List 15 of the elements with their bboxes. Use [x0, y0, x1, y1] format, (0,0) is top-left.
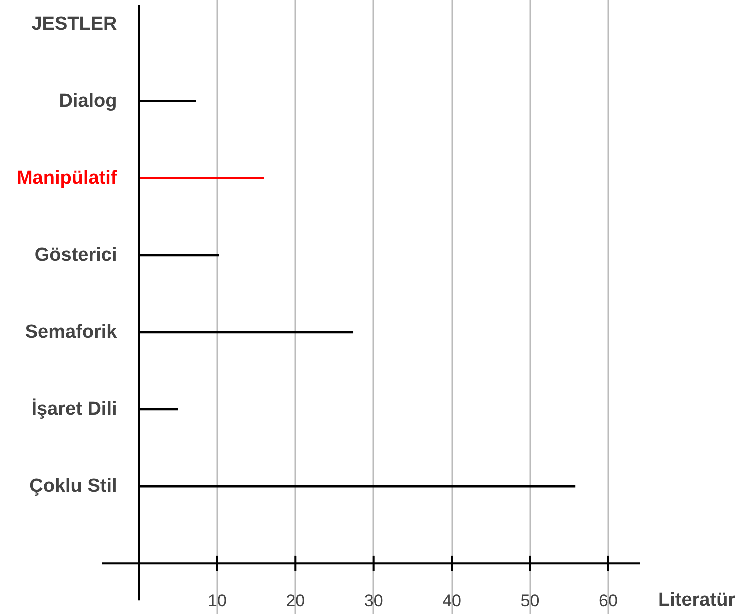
y-tick-label: Manipülatif: [16, 168, 118, 189]
x-axis-title: Literatür: [658, 590, 736, 612]
y-tick-label: Semaforik: [25, 322, 118, 344]
y-tick-label: Dialog: [59, 90, 118, 112]
x-tick-label: 30: [364, 592, 384, 611]
bar: [139, 177, 264, 180]
y-tick-label: İşaret Dili: [32, 398, 118, 420]
x-tick-label: 50: [520, 592, 540, 611]
x-tick-label: 60: [598, 592, 618, 611]
y-tick-label: Gösterici: [34, 245, 118, 266]
x-tick-label: 20: [286, 592, 306, 611]
x-tick-label: 10: [208, 592, 227, 611]
y-axis-title: JESTLER: [32, 14, 118, 35]
y-tick-label: Çoklu Stil: [30, 476, 118, 498]
x-tick-label: 40: [442, 592, 462, 611]
